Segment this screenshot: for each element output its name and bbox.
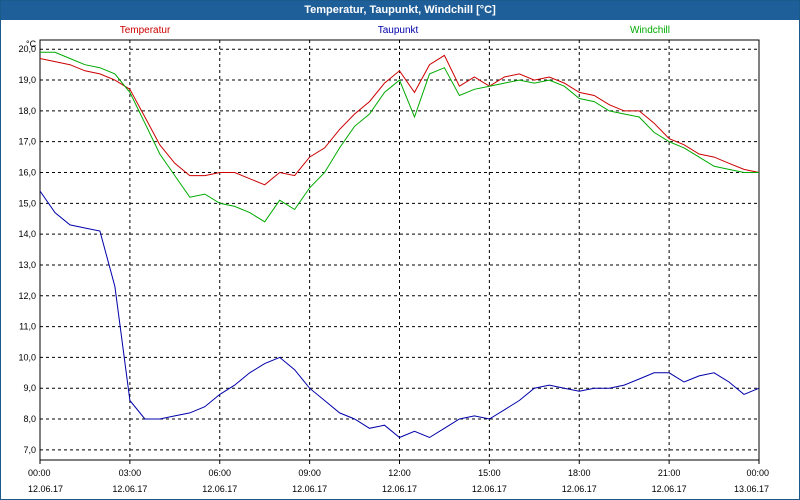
y-tick-label: 8,0 (23, 414, 36, 424)
y-tick-label: 10,0 (18, 352, 36, 362)
x-tick-time: 21:00 (658, 468, 681, 478)
legend-temperatur: Temperatur (120, 25, 171, 36)
x-tick-time: 00:00 (28, 468, 51, 478)
window-title: Temperatur, Taupunkt, Windchill [°C] (1, 1, 799, 20)
y-tick-label: 13,0 (18, 260, 36, 270)
series-line-windchill (40, 51, 759, 223)
y-axis-ticks: 7,0 8,0 9,0 10,0 11,0 12,0 13,0 14,0 15,0 16,0 17,… (18, 44, 36, 455)
y-axis-unit: °C (26, 39, 37, 49)
y-tick-label: 12,0 (18, 291, 36, 301)
x-tick-date: 12.06.17 (202, 484, 237, 494)
y-tick-label: 17,0 (18, 137, 36, 147)
y-tick-label: 18,0 (18, 106, 36, 116)
x-tick-date: 12.06.17 (292, 484, 327, 494)
x-tick-time: 12:00 (388, 468, 411, 478)
x-tick-time: 18:00 (568, 468, 591, 478)
x-tick-date: 12.06.17 (382, 484, 417, 494)
series-line-temperatur (39, 54, 760, 186)
x-tick-date: 12.06.17 (28, 484, 63, 494)
y-tick-label: 19,0 (18, 75, 36, 85)
x-tick-date: 12.06.17 (112, 484, 147, 494)
legend: Temperatur Taupunkt Windchill (120, 25, 670, 36)
x-tick-time: 03:00 (119, 468, 142, 478)
x-tick-date: 13.06.17 (734, 484, 769, 494)
y-tick-label: 15,0 (18, 198, 36, 208)
legend-windchill: Windchill (630, 25, 670, 36)
x-tick-time: 15:00 (478, 468, 501, 478)
x-tick-time: 00:00 (746, 468, 769, 478)
x-tick-time: 06:00 (208, 468, 231, 478)
x-tick-time: 09:00 (298, 468, 321, 478)
y-tick-label: 7,0 (23, 445, 36, 455)
y-tick-label: 20,0 (18, 44, 36, 54)
x-tick-date: 12.06.17 (472, 484, 507, 494)
legend-taupunkt: Taupunkt (378, 25, 419, 36)
y-tick-label: 16,0 (18, 168, 36, 178)
grid (40, 40, 759, 460)
series-line-taupunkt (39, 190, 760, 439)
x-tick-date: 12.06.17 (652, 484, 687, 494)
y-tick-label: 14,0 (18, 229, 36, 239)
y-tick-label: 9,0 (23, 383, 36, 393)
x-axis-ticks: 00:00 12.06.17 03:00 12.06.17 06:00 12.06.17 0… (28, 460, 769, 494)
series-lines (39, 51, 760, 439)
y-tick-label: 11,0 (19, 322, 36, 332)
x-tick-date: 12.06.17 (562, 484, 597, 494)
